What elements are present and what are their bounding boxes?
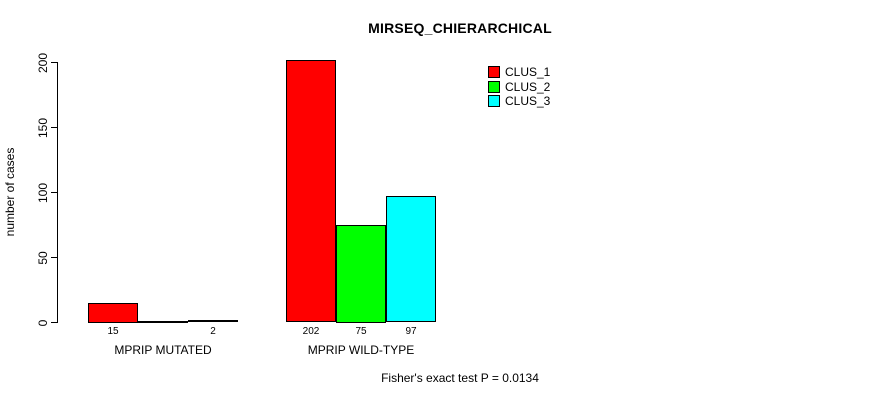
bar-clus_1-2 <box>286 59 336 323</box>
bar-clus_3-1 <box>188 319 238 323</box>
bar-clus_3-2 <box>386 196 436 323</box>
bar-value-label: 15 <box>107 326 119 337</box>
legend-label-clus_3: CLUS_3 <box>505 94 551 108</box>
bar-value-label: 2 <box>210 326 216 337</box>
y-axis-tick <box>50 191 57 194</box>
group-label: MPRIP MUTATED <box>114 343 212 357</box>
bar-value-label: 75 <box>355 326 367 337</box>
y-tick-label: 200 <box>36 52 50 73</box>
y-tick-label: 50 <box>36 250 50 265</box>
legend-key-clus_2 <box>488 80 500 93</box>
chart-title: MIRSEQ_CHIERARCHICAL <box>368 20 552 36</box>
legend-label-clus_1: CLUS_1 <box>505 65 551 79</box>
y-axis-tick <box>50 321 57 324</box>
y-axis-tick <box>50 256 57 259</box>
y-tick-label: 100 <box>36 182 50 203</box>
bar-clus_1-1 <box>88 303 138 323</box>
bar-clus_2-1 <box>138 321 188 323</box>
legend-key-clus_1 <box>488 66 500 78</box>
y-axis-tick <box>50 126 57 129</box>
y-tick-label: 150 <box>36 117 50 138</box>
y-axis-line <box>56 61 58 323</box>
y-tick-label: 0 <box>36 319 50 326</box>
legend-label-clus_2: CLUS_2 <box>505 79 551 94</box>
bar-value-label: 97 <box>405 326 417 337</box>
legend-key-clus_3 <box>488 95 500 107</box>
group-label: MPRIP WILD-TYPE <box>307 343 415 357</box>
bar-value-label: 202 <box>302 326 320 337</box>
y-axis-tick <box>50 61 57 64</box>
fisher-test-annotation: Fisher's exact test P = 0.0134 <box>381 371 539 385</box>
bar-clus_2-2 <box>336 225 386 323</box>
